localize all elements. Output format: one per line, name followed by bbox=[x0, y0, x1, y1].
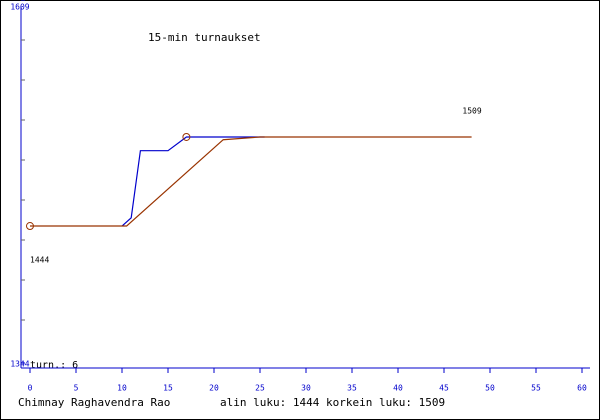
x-tick-label: 35 bbox=[347, 384, 357, 393]
point-marker bbox=[26, 222, 34, 231]
x-tick-label: 50 bbox=[485, 384, 495, 393]
x-tick-label: 30 bbox=[301, 384, 311, 393]
x-tick-label: 45 bbox=[439, 384, 449, 393]
x-tick-label: 5 bbox=[74, 384, 79, 393]
stats: alin luku: 1444 korkein luku: 1509 bbox=[220, 396, 445, 409]
x-tick-label: 10 bbox=[117, 384, 127, 393]
series-line bbox=[30, 136, 472, 227]
value-annotation: 1509 bbox=[462, 106, 481, 115]
x-tick-label: 20 bbox=[209, 384, 219, 393]
x-tick-label: 25 bbox=[255, 384, 265, 393]
x-tick-label: 40 bbox=[393, 384, 403, 393]
point-marker bbox=[182, 132, 191, 141]
chart-title: 15-min turnaukset bbox=[148, 31, 261, 44]
x-tick-label: 55 bbox=[531, 384, 541, 393]
value-annotation: 1444 bbox=[30, 256, 49, 265]
x-tick-label: 15 bbox=[163, 384, 173, 393]
games-label: turn.: 6 bbox=[30, 360, 78, 371]
y-tick-label: 1609 bbox=[10, 3, 29, 12]
y-tick-label: 1344 bbox=[10, 360, 29, 369]
player-name: Chimnay Raghavendra Rao bbox=[18, 396, 170, 409]
x-tick-label: 0 bbox=[28, 384, 33, 393]
x-tick-label: 60 bbox=[577, 384, 587, 393]
series-line bbox=[121, 136, 265, 227]
